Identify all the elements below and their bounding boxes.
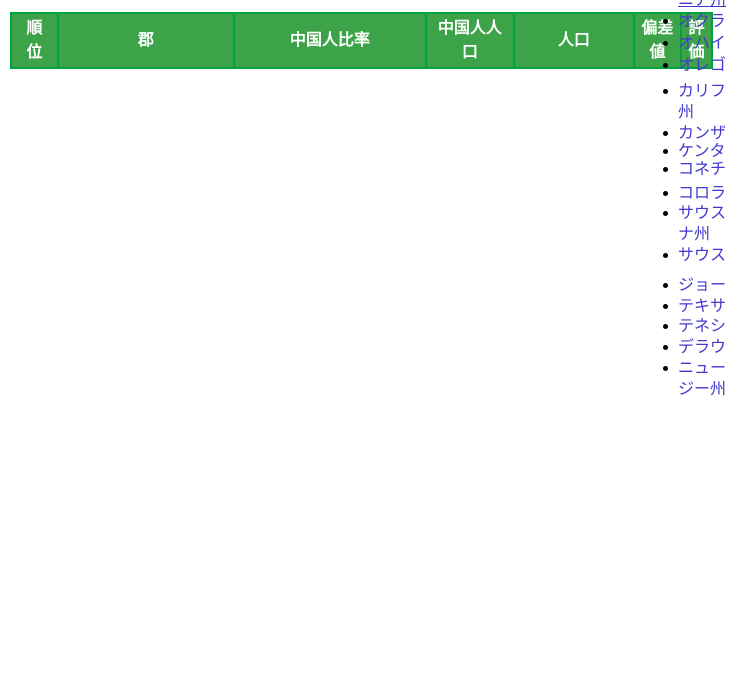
header-rank: 順 位 [10, 12, 59, 69]
state-link[interactable]: ジョー [678, 277, 727, 294]
ranking-table: 順 位 郡 中国人比率 中国人人 口 人口 偏差 値 評 価 [10, 12, 714, 69]
state-link[interactable]: コネチ [678, 161, 727, 178]
state-link[interactable]: オクラ [678, 13, 726, 30]
state-link[interactable]: カンザ [678, 125, 727, 142]
state-link[interactable]: サウス [678, 247, 727, 264]
list-bullet-icon [663, 324, 668, 329]
list-bullet-icon [663, 167, 668, 172]
header-chinese-population: 中国人人 口 [425, 12, 516, 69]
state-link[interactable]: オハイ [678, 35, 726, 52]
list-bullet-icon [663, 41, 668, 46]
list-bullet-icon [663, 131, 668, 136]
header-rating: 評 価 [680, 12, 714, 69]
list-bullet-icon [663, 304, 668, 309]
header-chinese-ratio: 中国人比率 [232, 12, 428, 69]
list-bullet-icon [663, 345, 668, 350]
list-bullet-icon [663, 19, 668, 24]
state-link[interactable]: ニュー [678, 360, 727, 377]
header-row: 順 位 郡 中国人比率 中国人人 口 人口 偏差 値 評 価 [10, 12, 714, 69]
state-link[interactable]: デラウ [678, 339, 727, 356]
state-link[interactable]: サウス [678, 205, 727, 222]
list-bullet-icon [663, 149, 668, 154]
header-population: 人口 [513, 12, 636, 69]
list-bullet-icon [663, 283, 668, 288]
state-link[interactable]: ナ州 [678, 226, 711, 243]
list-bullet-icon [663, 366, 668, 371]
state-link[interactable]: コロラ [678, 185, 727, 202]
list-bullet-icon [663, 89, 668, 94]
list-bullet-icon [663, 253, 668, 258]
list-bullet-icon [663, 211, 668, 216]
state-link[interactable]: テキサ [678, 298, 727, 315]
state-link[interactable]: ジー州 [678, 381, 727, 398]
state-link[interactable]: ケンタ [678, 143, 726, 160]
state-link[interactable]: 州 [678, 104, 695, 121]
state-link[interactable]: カリフ [678, 83, 727, 100]
header-county: 郡 [57, 12, 235, 69]
state-link[interactable]: ニア州 [678, 0, 727, 9]
state-link[interactable]: テネシ [678, 318, 727, 335]
state-link[interactable]: オレゴ [678, 57, 727, 74]
header-deviation: 偏差 値 [633, 12, 683, 69]
list-bullet-icon [663, 191, 668, 196]
list-bullet-icon [663, 63, 668, 68]
